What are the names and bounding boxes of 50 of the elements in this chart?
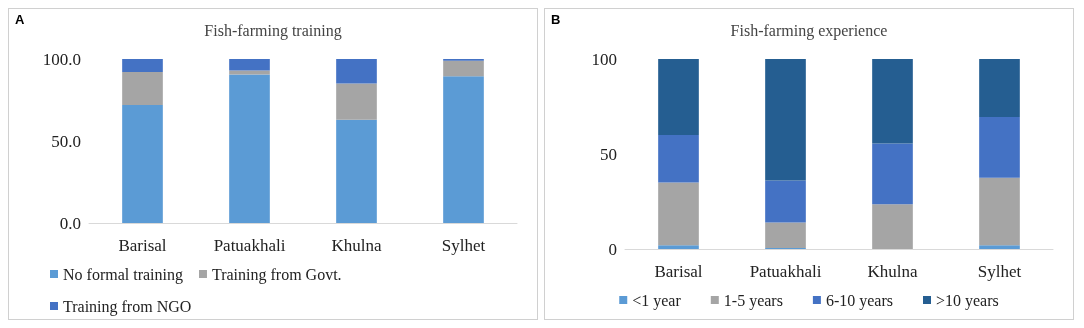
bar bbox=[658, 245, 699, 249]
bar bbox=[979, 59, 1020, 117]
bar bbox=[979, 245, 1020, 249]
chart-title: Fish-farming training bbox=[204, 21, 342, 40]
bar bbox=[122, 72, 163, 105]
bar bbox=[443, 76, 484, 223]
legend-label: Training from Govt. bbox=[211, 265, 342, 284]
bar bbox=[872, 204, 913, 249]
text: B bbox=[551, 12, 561, 27]
bar bbox=[443, 60, 484, 77]
x-tick-label: Sylhet bbox=[441, 236, 486, 255]
y-tick-label: 100.0 bbox=[42, 49, 81, 69]
y-tick-label: 100 bbox=[591, 49, 617, 69]
bar bbox=[765, 180, 806, 223]
bar bbox=[336, 119, 377, 223]
bar bbox=[336, 83, 377, 120]
text: A bbox=[15, 12, 25, 27]
x-tick-label: Barisal bbox=[118, 236, 167, 255]
legend-label: 6-10 years bbox=[825, 291, 893, 310]
y-tick-label: 0.0 bbox=[59, 213, 81, 233]
bar bbox=[229, 74, 270, 223]
bar bbox=[122, 59, 163, 73]
x-tick-label: Sylhet bbox=[977, 262, 1022, 281]
y-tick-label: 50 bbox=[600, 144, 617, 164]
chart-title: Fish-farming experience bbox=[730, 21, 888, 40]
legend-label: Training from NGO bbox=[63, 297, 192, 316]
bar bbox=[872, 143, 913, 205]
y-tick-label: 50.0 bbox=[51, 131, 81, 151]
bar bbox=[979, 116, 1020, 178]
bar bbox=[658, 182, 699, 246]
bar bbox=[229, 70, 270, 75]
legend-label: 1-5 years bbox=[723, 291, 783, 310]
bar bbox=[872, 59, 913, 144]
bar bbox=[229, 59, 270, 71]
bar bbox=[979, 177, 1020, 246]
bar bbox=[765, 59, 806, 181]
legend-label: No formal training bbox=[63, 265, 183, 284]
x-tick-label: Khulna bbox=[867, 262, 918, 281]
x-tick-label: Khulna bbox=[331, 236, 382, 255]
bar bbox=[765, 222, 806, 249]
bar bbox=[122, 104, 163, 223]
bar bbox=[658, 135, 699, 183]
bar bbox=[658, 59, 699, 135]
legend-label: >10 years bbox=[935, 291, 999, 310]
x-tick-label: Barisal bbox=[654, 262, 703, 281]
x-tick-label: Patuakhali bbox=[749, 262, 822, 281]
legend-label: <1 year bbox=[632, 291, 682, 310]
bar bbox=[336, 59, 377, 84]
x-tick-label: Patuakhali bbox=[213, 236, 286, 255]
y-tick-label: 0 bbox=[608, 239, 617, 259]
